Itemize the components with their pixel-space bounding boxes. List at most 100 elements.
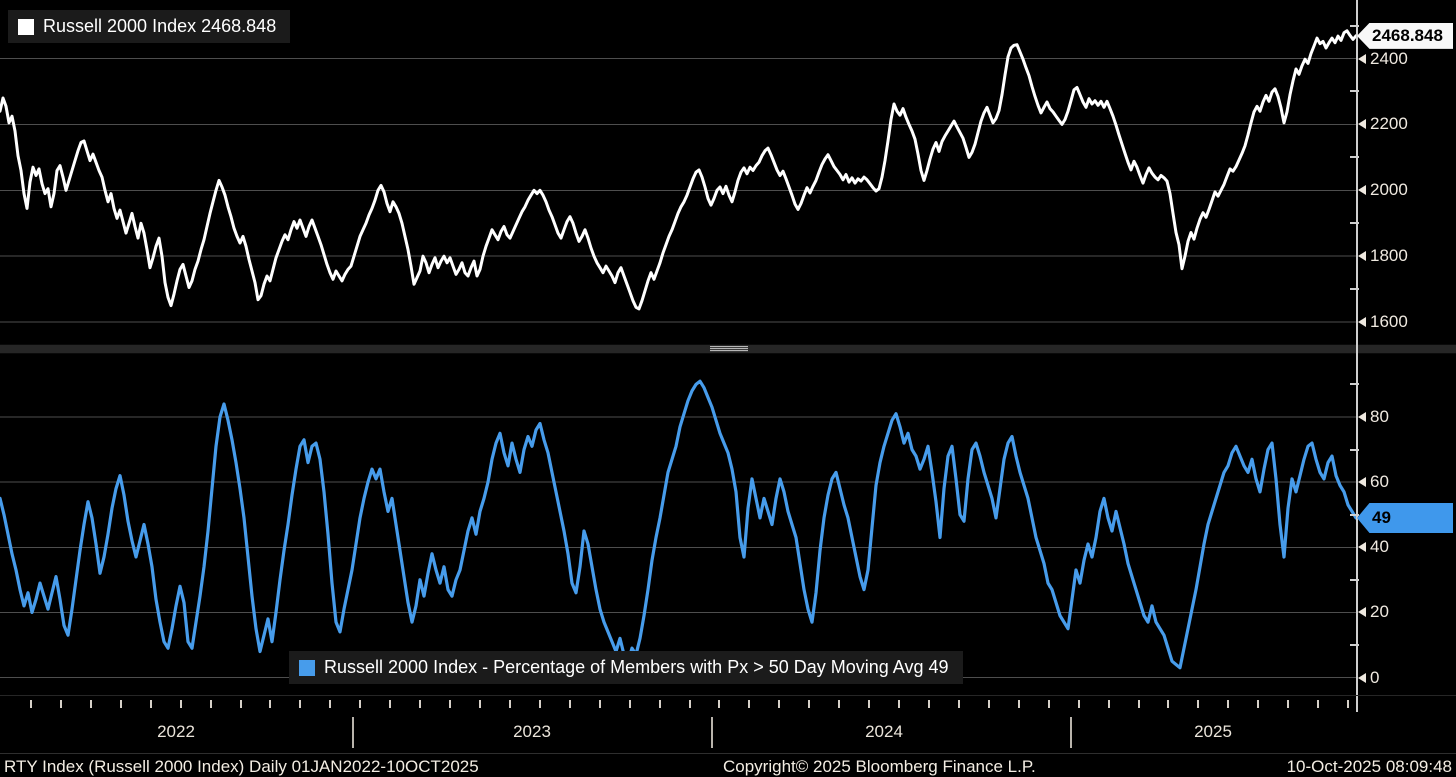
month-tick [508,700,511,708]
month-tick [688,700,691,708]
year-label: 2025 [1194,722,1232,741]
month-tick [119,700,122,708]
y-tick-label: 1600 [1370,312,1408,332]
right-value-axis: 2400 2200 2000 1800 1600 80 60 40 20 0 2468.848 4… [1350,0,1456,755]
month-tick [449,700,451,708]
y-tick-label: 2400 [1370,48,1408,68]
panel-splitter[interactable] [0,344,1456,354]
y-tick-minor [1350,288,1359,291]
month-tick [538,700,541,708]
y-tick-minor [1350,24,1359,27]
breadth-panel-plot-area[interactable] [0,352,1356,695]
footer-bar: RTY Index (Russell 2000 Index) Daily 01J… [0,753,1456,777]
price-legend-swatch-icon [18,18,34,35]
year-label: 2022 [157,722,195,741]
y-tick-minor [1350,448,1359,451]
price-legend-value: 2468.848 [201,16,277,36]
y-tick-label: 20 [1370,602,1389,622]
y-tick-arrow-icon [1358,185,1366,196]
month-tick [419,700,422,708]
breadth-legend-name: Russell 2000 Index - Percentage of Membe… [324,657,924,677]
month-tick [1317,700,1320,708]
month-tick [329,700,332,708]
last-breadth-tag-value: 49 [1372,507,1391,527]
y-tick-arrow-icon [1358,251,1366,262]
members-above-50dma-line [0,379,1356,670]
y-tick-arrow-icon [1358,607,1366,618]
month-tick [628,700,631,708]
month-tick [389,700,392,708]
y-tick-minor [1350,643,1359,646]
month-tick [838,700,841,708]
breadth-legend-swatch-icon [299,659,315,676]
month-tick [1077,700,1080,708]
month-tick [1287,700,1290,708]
month-tick [1167,700,1170,708]
splitter-grip-handle[interactable] [710,346,748,352]
month-tick [239,700,242,708]
y-tick-arrow-icon [1358,317,1366,328]
month-tick [29,700,32,708]
breadth-panel-gridlines [0,416,1356,678]
month-tick [59,700,62,708]
last-price-tag: 2468.848 [1357,22,1453,49]
russell-2000-price-line [0,29,1356,311]
month-tick [209,700,212,708]
price-panel-gridlines [0,58,1356,323]
y-tick-minor [1350,578,1359,581]
month-tick [149,700,152,708]
price-legend[interactable]: Russell 2000 Index 2468.848 [8,10,291,43]
y-tick-label: 40 [1370,537,1389,557]
breadth-legend[interactable]: Russell 2000 Index - Percentage of Membe… [289,651,963,684]
month-tick [868,700,871,708]
year-separator [711,717,713,748]
month-tick [1227,700,1230,708]
month-tick [478,700,481,708]
y-tick-label: 2200 [1370,114,1408,134]
y-tick-minor [1350,90,1359,93]
month-tick [359,700,362,708]
month-tick [718,700,721,708]
y-tick-minor [1350,383,1359,386]
month-tick [748,700,751,708]
month-tick [1137,700,1140,708]
month-tick [1257,700,1260,708]
y-tick-arrow-icon [1358,672,1366,683]
footer-timestamp: 10-Oct-2025 08:09:48 [1286,757,1452,776]
y-tick-label: 1800 [1370,246,1408,266]
y-tick-minor [1350,222,1359,225]
y-tick-label: 80 [1370,407,1389,426]
month-tick [179,700,182,708]
year-label: 2024 [865,722,903,741]
year-separator [352,717,354,748]
year-label: 2023 [513,722,551,741]
y-tick-arrow-icon [1358,477,1366,488]
y-tick-label: 2000 [1370,180,1408,200]
month-tick [89,700,92,708]
month-tick [808,700,811,708]
footer-security-info: RTY Index (Russell 2000 Index) Daily 01J… [4,757,479,776]
y-tick-arrow-icon [1358,119,1366,130]
y-tick-arrow-icon [1358,53,1366,64]
footer-copyright: Copyright© 2025 Bloomberg Finance L.P. [723,757,1036,776]
month-tick [778,700,781,708]
month-tick [568,700,571,708]
y-tick-arrow-icon [1358,542,1366,553]
month-tick [987,700,990,708]
axis-line [1356,0,1358,712]
month-tick [1047,700,1050,708]
price-panel-plot-area[interactable] [0,0,1356,345]
month-tick [1107,700,1110,708]
month-tick [1017,700,1020,708]
breadth-legend-label: Russell 2000 Index - Percentage of Membe… [324,657,949,678]
price-legend-label: Russell 2000 Index 2468.848 [43,16,276,37]
month-tick [1197,700,1200,708]
year-separator [1070,717,1072,748]
month-tick [1347,700,1349,708]
month-tick [927,700,930,708]
date-axis: 2022 2023 2024 2025 [0,695,1456,754]
y-tick-minor [1350,156,1359,159]
y-tick-arrow-icon [1358,412,1366,422]
month-tick [957,700,960,708]
